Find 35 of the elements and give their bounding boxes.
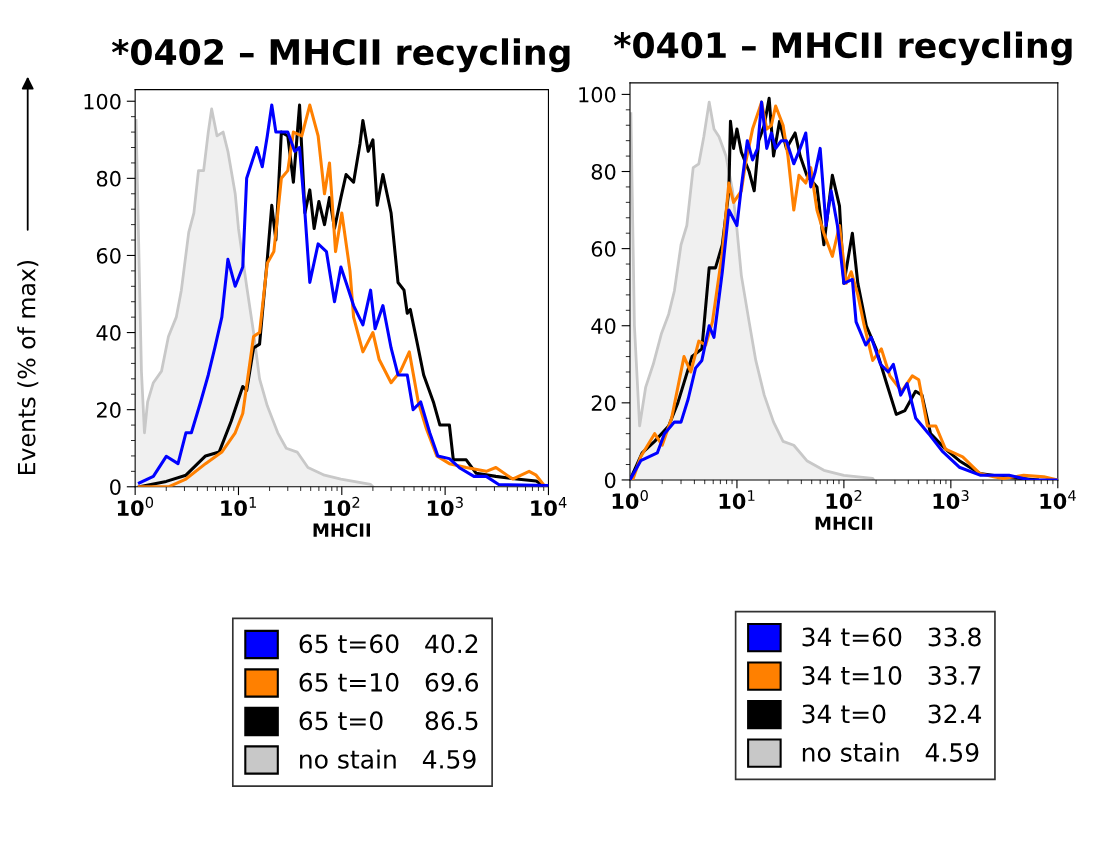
- y-tick-label: 20: [591, 395, 616, 412]
- x-tick-label: 10$^{4}$: [1040, 490, 1076, 510]
- y-tick-label: 80: [591, 163, 616, 180]
- legend-label: 65 t=0 86.5: [299, 711, 478, 731]
- x-tick-label: 10$^{1}$: [221, 497, 257, 516]
- y-tick-label: 100: [84, 93, 121, 110]
- x-tick-label: 10$^{4}$: [531, 497, 567, 516]
- y-tick-label: 0: [604, 472, 616, 489]
- y-tick-label: 100: [579, 86, 616, 103]
- y-tick-label: 60: [96, 247, 121, 264]
- x-tick-label: 10$^{3}$: [933, 490, 969, 510]
- y-tick-label: 80: [96, 170, 121, 187]
- x-tick-label: 10$^{2}$: [826, 490, 862, 510]
- x-axis-title: MHCII: [815, 516, 873, 531]
- legend-label: 65 t=60 40.2: [299, 634, 478, 654]
- x-axis-title: MHCII: [313, 523, 371, 537]
- legend-label: 34 t=10 33.7: [802, 666, 981, 685]
- x-tick-label: 10$^{1}$: [719, 490, 755, 510]
- x-tick-label: 10$^{0}$: [117, 496, 154, 516]
- y-tick-label: 20: [96, 402, 121, 418]
- y-axis-title: Events (% of max): [17, 260, 39, 475]
- legend-label: 65 t=10 69.6: [299, 672, 479, 692]
- y-tick-label: 0: [110, 479, 121, 495]
- chart-title: *0402 – MHCII recycling: [111, 38, 570, 73]
- x-tick-label: 10$^{3}$: [427, 496, 463, 516]
- legend-label: 34 t=60 33.8: [802, 627, 981, 647]
- y-tick-label: 60: [591, 241, 616, 257]
- legend-label: 34 t=0 32.4: [802, 704, 982, 724]
- x-tick-label: 10$^{0}$: [612, 490, 648, 510]
- legend-label: no stain 4.59: [802, 742, 979, 762]
- legend-label: no stain 4.59: [300, 749, 476, 769]
- x-tick-label: 10$^{2}$: [324, 496, 360, 516]
- chart-title: *0401 – MHCII recycling: [613, 31, 1072, 66]
- y-tick-label: 40: [591, 318, 616, 334]
- y-tick-label: 40: [96, 325, 121, 341]
